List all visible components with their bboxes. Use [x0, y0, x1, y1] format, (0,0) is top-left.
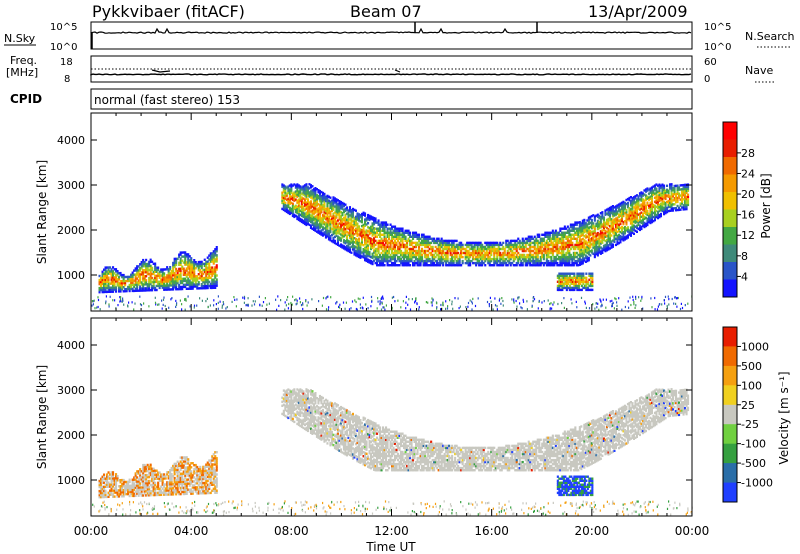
- colorbar-segment: [723, 327, 737, 347]
- nsky-strip-frame: [90, 21, 693, 50]
- power-heatmap: [91, 183, 693, 311]
- velocity-colorbar: 1000 500 100 25 -25 -100 -500 -1000: [722, 326, 773, 503]
- colorbar-tick-label: -25: [741, 418, 759, 431]
- power-ylabel: Slant Range [km]: [35, 160, 49, 264]
- colorbar-segment: [723, 174, 737, 193]
- nave-tick-top: 60: [704, 57, 717, 68]
- freq-label: Freq.: [10, 54, 37, 67]
- colorbar-segment: [723, 279, 737, 298]
- x-tick-label: 20:00: [575, 524, 610, 538]
- colorbar-tick-label: 4: [741, 270, 748, 283]
- power-colorbar: 4 8 12 16 20 24 28: [722, 121, 755, 298]
- colorbar-segment: [723, 482, 737, 503]
- freq-strip-frame: [90, 55, 693, 83]
- freq-tick-top: 18: [60, 57, 73, 68]
- colorbar-tick-label: -1000: [741, 477, 773, 490]
- y-tick-label: 2000: [57, 429, 85, 442]
- colorbar-tick-label: 500: [741, 360, 762, 373]
- x-tick-label: 04:00: [174, 524, 209, 538]
- station-title: Pykkvibaer (fitACF): [92, 2, 245, 21]
- x-tick-label: 08:00: [274, 524, 309, 538]
- cpid-strip-frame: [90, 88, 693, 110]
- x-tick-label: 16:00: [474, 524, 509, 538]
- colorbar-segment: [723, 385, 737, 406]
- colorbar-tick-label: 1000: [741, 340, 769, 353]
- velocity-ylabel: Slant Range [km]: [35, 365, 49, 469]
- colorbar-segment: [723, 404, 737, 425]
- colorbar-segment: [723, 192, 737, 210]
- x-tick-label: 00:00: [675, 524, 710, 538]
- colorbar-tick-label: 24: [741, 167, 755, 180]
- x-tick-label: 12:00: [374, 524, 409, 538]
- colorbar-segment: [723, 209, 737, 228]
- colorbar-tick-label: 100: [741, 379, 762, 392]
- colorbar-segment: [723, 157, 737, 175]
- y-tick-label: 1000: [57, 474, 85, 487]
- y-tick-label: 2000: [57, 224, 85, 237]
- colorbar-segment: [723, 463, 737, 483]
- beam-title: Beam 07: [350, 2, 422, 21]
- x-tick-label: 00:00: [74, 524, 109, 538]
- colorbar-segment: [723, 244, 737, 263]
- colorbar-tick-label: 28: [741, 147, 755, 160]
- colorbar-tick-label: -500: [741, 457, 766, 470]
- colorbar-tick-label: 16: [741, 209, 755, 222]
- colorbar-tick-label: 8: [741, 250, 748, 263]
- date-title: 13/Apr/2009: [588, 2, 688, 21]
- nsky-tick-top: 10^5: [50, 22, 77, 33]
- nsearch-tick-bottom: 10^0: [704, 42, 731, 53]
- x-tick-labels: 00:00 04:00 08:00 12:00 16:00 20:00 00:00: [74, 524, 710, 538]
- colorbar-segment: [723, 424, 737, 445]
- freq-trace: [90, 68, 692, 76]
- colorbar-segment: [723, 365, 737, 386]
- nsearch-tick-top: 10^5: [704, 22, 731, 33]
- nsky-tick-bottom: 10^0: [50, 42, 77, 53]
- y-tick-label: 4000: [57, 134, 85, 147]
- colorbar-segment: [723, 122, 737, 140]
- y-tick-label: 3000: [57, 179, 85, 192]
- nsky-label: N.Sky: [4, 32, 36, 45]
- velocity-heatmap: [92, 388, 693, 516]
- colorbar-tick-label: -100: [741, 438, 766, 451]
- y-tick-label: 1000: [57, 269, 85, 282]
- colorbar-segment: [723, 443, 737, 464]
- colorbar-tick-label: 25: [741, 399, 755, 412]
- nsky-trace: [90, 22, 692, 49]
- velocity-colorbar-label: Velocity [m s⁻¹]: [777, 371, 791, 464]
- colorbar-segment: [723, 227, 737, 245]
- power-axes: 1000 2000 3000 4000: [57, 113, 693, 311]
- colorbar-segment: [723, 262, 737, 280]
- power-colorbar-label: Power [dB]: [759, 173, 773, 238]
- freq-tick-bottom: 8: [64, 74, 70, 85]
- velocity-axes: 1000 2000 3000 4000: [57, 318, 693, 516]
- colorbar-tick-label: 12: [741, 229, 755, 242]
- nsearch-label: N.Search: [745, 30, 795, 43]
- y-tick-label: 4000: [57, 339, 85, 352]
- colorbar-segment: [723, 139, 737, 158]
- freq-unit-label: [MHz]: [6, 66, 38, 79]
- colorbar-tick-label: 20: [741, 188, 755, 201]
- x-axis-label: Time UT: [365, 540, 416, 554]
- cpid-label: CPID: [10, 92, 42, 106]
- y-tick-label: 3000: [57, 384, 85, 397]
- nave-tick-bottom: 0: [704, 74, 710, 85]
- nave-label: Nave: [745, 64, 773, 77]
- colorbar-segment: [723, 346, 737, 367]
- cpid-text: normal (fast stereo) 153: [94, 93, 240, 107]
